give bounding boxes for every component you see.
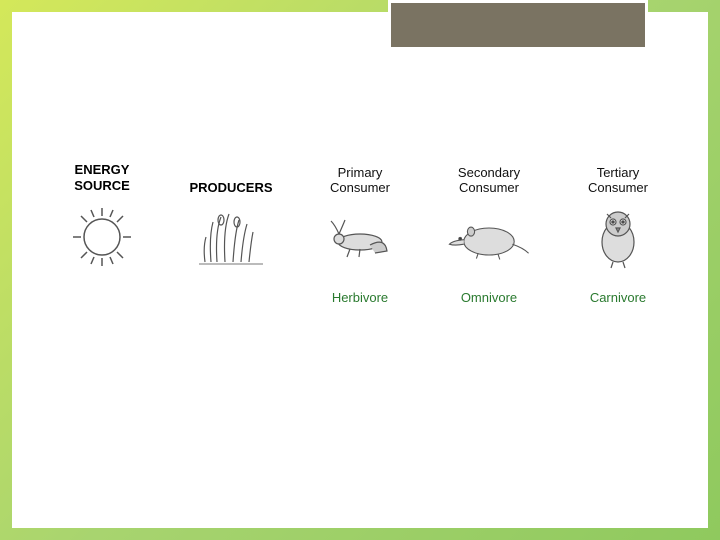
tertiary-label-line2: Consumer — [588, 180, 648, 195]
slide: ENERGY SOURCE — [0, 0, 720, 540]
content-panel: ENERGY SOURCE — [12, 12, 708, 528]
title-tab — [388, 0, 648, 50]
col-energy-source: ENERGY SOURCE — [42, 162, 162, 290]
primary-label-line1: Primary — [338, 165, 383, 180]
shrew-icon — [444, 202, 534, 272]
energy-label: ENERGY SOURCE — [74, 162, 130, 196]
secondary-label: Secondary Consumer — [458, 162, 520, 196]
producers-label: PRODUCERS — [189, 162, 272, 196]
col-primary-consumer: Primary Consumer — [300, 162, 420, 305]
col-secondary-consumer: Secondary Consumer — [429, 162, 549, 305]
owl-icon — [573, 202, 663, 272]
grasshopper-icon — [315, 202, 405, 272]
primary-label-line2: Consumer — [330, 180, 390, 195]
col-tertiary-consumer: Tertiary Consumer — [558, 162, 678, 305]
primary-bottom: Herbivore — [332, 290, 388, 305]
col-producers: PRODUCERS — [171, 162, 291, 290]
grass-icon — [186, 202, 276, 272]
secondary-label-line1: Secondary — [458, 165, 520, 180]
food-chain-row: ENERGY SOURCE — [42, 162, 678, 305]
tertiary-label: Tertiary Consumer — [588, 162, 648, 196]
energy-label-line1: ENERGY — [75, 162, 130, 177]
energy-label-line2: SOURCE — [74, 178, 130, 193]
tertiary-label-line1: Tertiary — [597, 165, 640, 180]
secondary-label-line2: Consumer — [459, 180, 519, 195]
tertiary-bottom: Carnivore — [590, 290, 646, 305]
sun-icon — [57, 202, 147, 272]
primary-label: Primary Consumer — [330, 162, 390, 196]
secondary-bottom: Omnivore — [461, 290, 517, 305]
